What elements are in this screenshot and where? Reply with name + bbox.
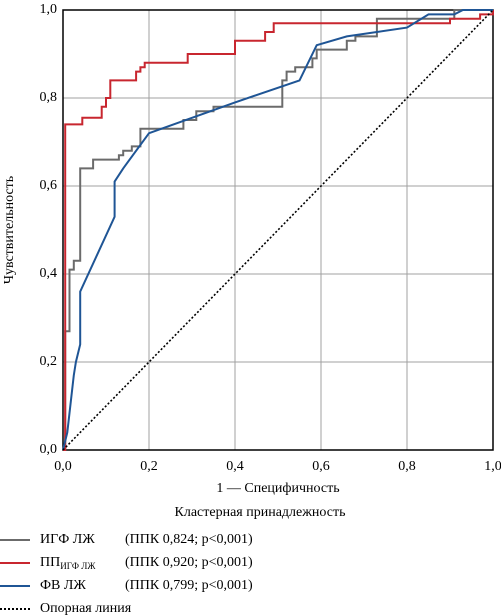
y-axis-label: Чувствительность xyxy=(2,176,17,284)
roc-line xyxy=(63,10,494,451)
x-tick-label: 0,6 xyxy=(312,459,330,474)
roc-line xyxy=(62,9,493,451)
legend-name: Опорная линия xyxy=(40,601,132,615)
legend-auc: (ППК 0,920; p<0,001) xyxy=(125,555,253,570)
legend-name: ФВ ЛЖ xyxy=(40,578,86,593)
x-tick-label: 0,0 xyxy=(54,459,72,474)
x-axis-label: 1 — Специфичность xyxy=(216,481,339,496)
y-tick-label: 0,4 xyxy=(40,266,58,281)
legend-name: ПП xyxy=(40,555,60,570)
legend-name-subscript: ИГФ ЛЖ xyxy=(60,561,96,571)
legend-auc: (ППК 0,799; p<0,001) xyxy=(125,578,253,593)
x-tick-label: 0,4 xyxy=(226,459,244,474)
y-tick-label: 0,2 xyxy=(40,354,58,369)
y-tick-label: 0,6 xyxy=(40,178,58,193)
legend-label: ФВ ЛЖ xyxy=(40,578,86,593)
legend-title: Кластерная принадлежность xyxy=(175,505,346,520)
y-tick-label: 1,0 xyxy=(40,2,58,17)
x-tick-label: 0,2 xyxy=(140,459,158,474)
y-tick-label: 0,8 xyxy=(40,90,58,105)
y-tick-label: 0,0 xyxy=(40,442,58,457)
legend-label: ИГФ ЛЖ xyxy=(40,532,95,547)
legend-name: ИГФ ЛЖ xyxy=(40,532,95,547)
legend-label: ППИГФ ЛЖ xyxy=(40,555,96,571)
legend-auc: (ППК 0,824; p<0,001) xyxy=(125,532,253,547)
x-tick-label: 1,0 xyxy=(484,459,501,474)
x-tick-label: 0,8 xyxy=(398,459,416,474)
plot-frame xyxy=(62,9,494,451)
legend-label: Опорная линия xyxy=(40,601,132,615)
roc-line xyxy=(62,9,494,451)
